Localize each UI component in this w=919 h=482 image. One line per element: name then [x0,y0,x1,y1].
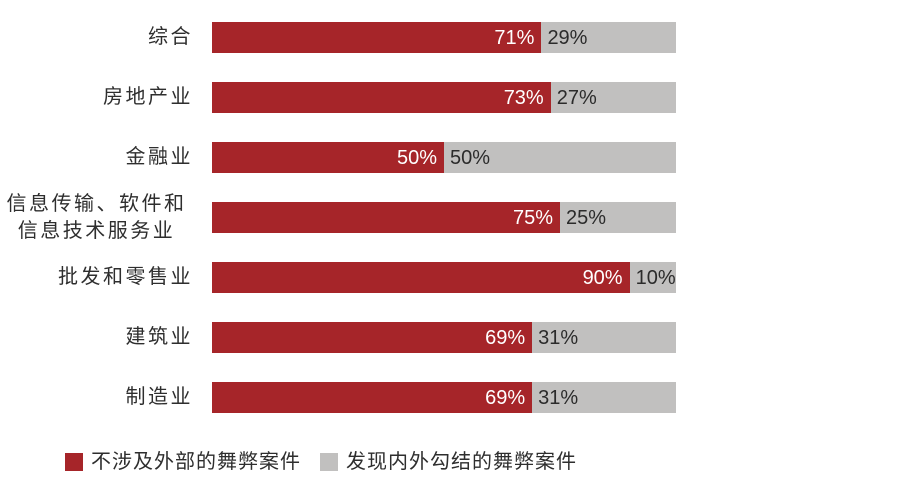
category-label: 房地产业 [103,86,193,108]
chart-row: 房地产业 73% 27% [0,82,676,113]
category-label: 建筑业 [125,326,193,348]
category-label: 综合 [148,26,193,48]
chart-row: 金融业 50% 50% [0,142,676,173]
value-label: 71% [494,26,535,49]
stacked-bar: 90% 10% [212,262,676,293]
value-label: 27% [556,86,597,109]
bar-segment-collusion-fraud: 29% [541,22,676,53]
legend-item-collusion-fraud: 发现内外勾结的舞弊案件 [320,452,577,472]
category-label: 批发和零售业 [58,266,193,288]
chart-row: 综合 71% 29% [0,22,676,53]
value-label: 69% [485,386,526,409]
category-label: 金融业 [125,146,193,168]
chart-legend: 不涉及外部的舞弊案件 发现内外勾结的舞弊案件 [65,452,577,472]
bar-segment-internal-fraud: 71% [212,22,542,53]
bar-segment-collusion-fraud: 27% [550,82,676,113]
value-label: 31% [538,326,579,349]
value-label: 25% [566,206,607,229]
value-label: 10% [635,266,676,289]
value-label: 75% [512,206,553,229]
value-label: 31% [538,386,579,409]
bar-segment-internal-fraud: 69% [212,322,533,353]
value-label: 69% [485,326,526,349]
bar-segment-internal-fraud: 73% [212,82,551,113]
chart-row: 制造业 69% 31% [0,382,676,413]
legend-swatch-red-icon [65,453,83,471]
bar-segment-collusion-fraud: 50% [444,142,676,173]
chart-rows: 综合 71% 29% 房地产业 73% 27% 金融业 50% 50% 信息传输、软件和 信息技术… [0,22,676,442]
bar-segment-collusion-fraud: 31% [532,382,676,413]
value-label: 90% [582,266,623,289]
legend-swatch-gray-icon [320,453,338,471]
bar-segment-internal-fraud: 75% [212,202,560,233]
stacked-bar: 69% 31% [212,322,676,353]
value-label: 50% [396,146,437,169]
stacked-bar: 71% 29% [212,22,676,53]
value-label: 29% [547,26,588,49]
stacked-bar: 69% 31% [212,382,676,413]
bar-segment-internal-fraud: 50% [212,142,444,173]
stacked-bar: 73% 27% [212,82,676,113]
bar-segment-collusion-fraud: 10% [629,262,676,293]
bar-segment-collusion-fraud: 31% [532,322,676,353]
category-label: 信息传输、软件和 信息技术服务业 [6,192,187,242]
value-label: 73% [503,86,544,109]
category-label: 制造业 [125,386,193,408]
bar-segment-internal-fraud: 90% [212,262,630,293]
value-label: 50% [450,146,491,169]
chart-row: 批发和零售业 90% 10% [0,262,676,293]
bar-segment-collusion-fraud: 25% [560,202,676,233]
chart-row: 建筑业 69% 31% [0,322,676,353]
chart-row: 信息传输、软件和 信息技术服务业 75% 25% [0,193,676,242]
stacked-bar: 50% 50% [212,142,676,173]
legend-label-internal-fraud: 不涉及外部的舞弊案件 [91,451,301,473]
legend-item-internal-fraud: 不涉及外部的舞弊案件 [65,452,301,472]
bar-segment-internal-fraud: 69% [212,382,533,413]
stacked-bar: 75% 25% [212,202,676,233]
legend-label-collusion-fraud: 发现内外勾结的舞弊案件 [346,451,577,473]
